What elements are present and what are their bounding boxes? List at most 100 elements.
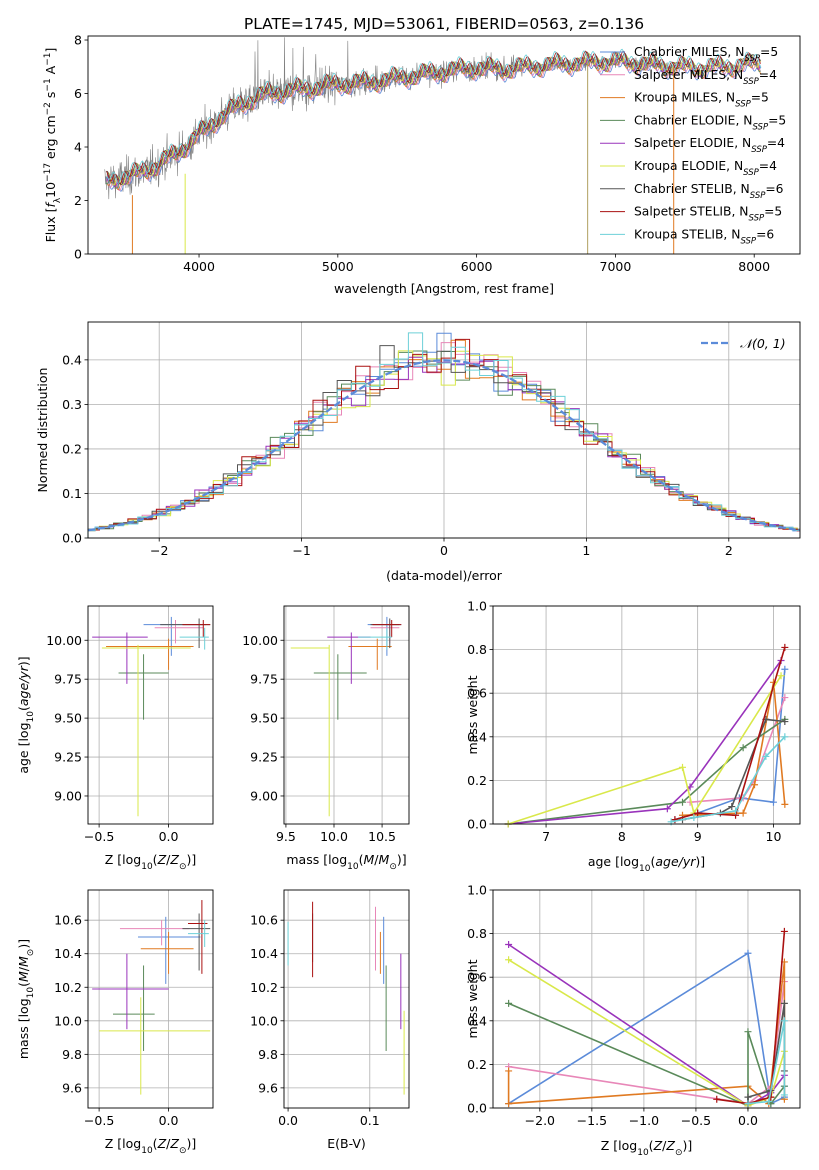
label-part: ( xyxy=(16,982,31,987)
model-spectrum-kroupa-miles xyxy=(107,55,762,191)
label-part: M xyxy=(16,971,31,982)
errorbar-kroupa-miles xyxy=(140,931,194,974)
y-tick-label: 10.4 xyxy=(54,946,82,961)
label-part: ⊙ xyxy=(179,1146,187,1156)
x-tick-label: 0.0 xyxy=(159,829,179,844)
axes-frame: 0.0 0.1 9.6 9.8 10.0 10.2 10.4 10.6 xyxy=(250,889,410,1128)
spectrum-panel: 4000 5000 6000 7000 8000 0 2 4 6 8 Chabrier MILES,… xyxy=(43,33,801,296)
spectrum-legend: Chabrier MILES, NSSP=5 Salpeter MILES, NS… xyxy=(600,45,786,246)
label-part: / xyxy=(662,1138,667,1153)
weight-line xyxy=(508,660,782,825)
legend-label-salpeter-miles: Salpeter MILES, NSSP=4 xyxy=(634,68,777,87)
y-tick-label: 0 xyxy=(74,247,82,262)
label-part: 10 xyxy=(26,711,36,723)
legend-count: =5 xyxy=(751,91,769,105)
label-part: Z xyxy=(157,852,167,867)
x-tick-label: 0.0 xyxy=(278,1113,298,1128)
weight-line xyxy=(747,1020,786,1105)
errorbar-salpeter-miles xyxy=(154,620,204,644)
x-axis-label: Z [log10(Z/Z⊙)] xyxy=(601,1138,693,1158)
weight-point-marker xyxy=(671,816,679,824)
legend-count: =4 xyxy=(759,68,777,82)
label-part: 10 xyxy=(141,1146,153,1156)
y-tick-label: 1.0 xyxy=(467,883,487,898)
x-axis-label: Z [log10(Z/Z⊙)] xyxy=(105,1136,197,1156)
label-part: )] xyxy=(186,1136,196,1151)
legend-count: =5 xyxy=(768,113,786,127)
label-part: ( xyxy=(153,852,158,867)
label-part: 10 xyxy=(141,862,153,872)
axes-border xyxy=(87,889,214,1109)
gridlines xyxy=(284,606,409,824)
label-part: Z [log xyxy=(105,1136,141,1151)
x-tick-label: 10 xyxy=(766,829,782,844)
x-tick-label: −1.0 xyxy=(629,1113,659,1128)
label-part: ( xyxy=(153,1136,158,1151)
y-tick-label: 9.50 xyxy=(54,711,82,726)
errorbar-kroupa-miles xyxy=(106,638,194,670)
y-axis-label: mass [log10(M/M⊙)] xyxy=(16,939,36,1059)
x-tick-label: 4000 xyxy=(183,259,215,274)
residual-histogram-panel: −2 −1 0 1 2 0.0 0.1 0.2 0.3 0.4 𝒩(0, 1) (data-model… xyxy=(35,321,801,583)
label-part: 10 xyxy=(347,862,359,872)
label-part: / xyxy=(166,1136,171,1151)
label-part: ⊙ xyxy=(675,1148,683,1158)
legend-label-salpeter-stelib: Salpeter STELIB, NSSP=5 xyxy=(634,205,782,224)
x-tick-label: 8 xyxy=(618,829,626,844)
label-part: M xyxy=(379,852,390,867)
model-spectrum-chabrier-stelib xyxy=(105,51,761,186)
legend-label-kroupa-elodie: Kroupa ELODIE, NSSP=4 xyxy=(634,159,777,178)
y-tick-label: 0.8 xyxy=(467,926,487,941)
weight-point-marker xyxy=(780,927,788,935)
weight-line xyxy=(508,718,786,825)
y-tick-label: 1.0 xyxy=(467,599,487,614)
y-tick-label: 0.2 xyxy=(62,441,82,456)
label-part: Z xyxy=(653,1138,663,1153)
label-part: )] xyxy=(397,852,407,867)
y-tick-label: 10.6 xyxy=(54,913,82,928)
label-part: ⊙ xyxy=(179,862,187,872)
y-axis-label: Normed distribution xyxy=(35,368,50,493)
plot-data xyxy=(290,616,402,817)
label-part: age/yr xyxy=(655,854,696,869)
weight-point-marker xyxy=(505,956,513,964)
label-part: s xyxy=(43,92,58,103)
x-tick-label: 10.5 xyxy=(368,829,396,844)
legend-subscript: SSP xyxy=(744,54,760,64)
x-tick-label: 7 xyxy=(542,829,550,844)
legend-subscript: SSP xyxy=(740,236,756,246)
weight-series-kroupa-stelib xyxy=(667,733,789,826)
label-part: Z [log xyxy=(105,852,141,867)
label-part: / xyxy=(166,852,171,867)
label-part: −1 xyxy=(43,78,53,91)
y-tick-label: 0.4 xyxy=(62,352,82,367)
legend-subscript: SSP xyxy=(751,145,767,155)
x-tick-label: 5000 xyxy=(322,259,354,274)
label-part: mass [log xyxy=(16,998,31,1059)
plot-data xyxy=(505,927,788,1110)
errorbar-kroupa-stelib xyxy=(179,627,209,650)
weight-point-marker xyxy=(744,1093,752,1101)
y-tick-label: 2 xyxy=(74,193,82,208)
y-tick-label: 10.2 xyxy=(250,980,278,995)
x-tick-label: 0.1 xyxy=(360,1113,380,1128)
legend-subscript: SSP xyxy=(752,122,768,132)
x-tick-label: 9.5 xyxy=(276,829,296,844)
weight-point-marker xyxy=(762,752,770,760)
errorbar-chabrier-stelib xyxy=(182,913,211,971)
label-part: −17 xyxy=(43,163,53,182)
weight-point-marker xyxy=(679,763,687,771)
y-tick-label: 9.75 xyxy=(250,672,278,687)
label-part: −1 xyxy=(43,52,53,65)
label-part: age [log xyxy=(588,854,639,869)
errorbar-salpeter-stelib xyxy=(182,620,211,638)
legend-label-chabrier-miles: Chabrier MILES, NSSP=5 xyxy=(634,45,778,64)
y-tick-label: 0.3 xyxy=(62,397,82,412)
legend-subscript: SSP xyxy=(743,77,759,87)
x-axis-label: mass [log10(M/M⊙)] xyxy=(286,852,406,872)
label-part: ( xyxy=(16,706,31,711)
mass-vs-metallicity-panel: −0.5 0.09.69.810.010.210.410.6Z [log10(Z/… xyxy=(16,889,214,1156)
y-tick-label: 0.0 xyxy=(62,531,82,546)
